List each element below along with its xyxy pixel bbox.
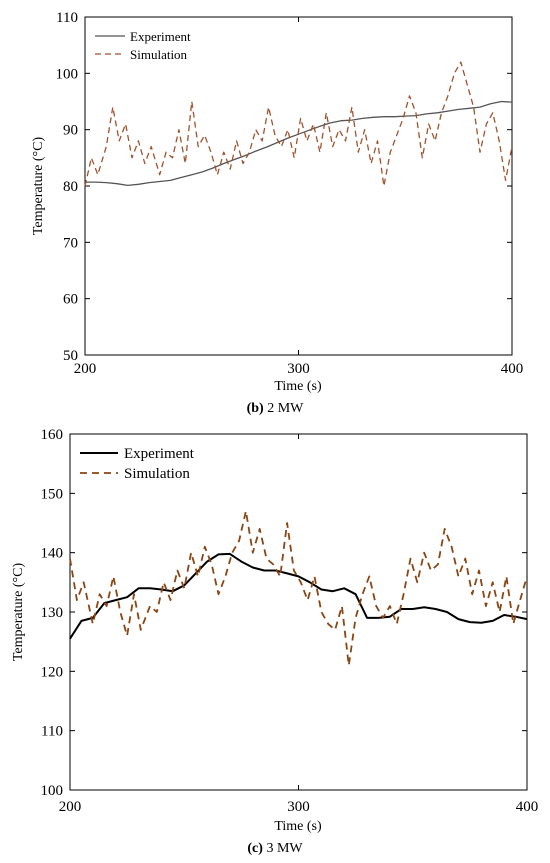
y-ticks: 100 110 120 130 140 150 160: [41, 427, 527, 799]
caption-text: 3 MW: [263, 841, 303, 856]
y-ticks: 50 60 70 80 90 100 110: [56, 10, 512, 364]
y-tick-label: 110: [41, 724, 63, 740]
y-tick-label: 90: [63, 123, 78, 139]
legend: Experiment Simulation: [95, 29, 191, 62]
y-tick-label: 140: [41, 546, 64, 562]
x-axis-label: Time (s): [274, 819, 322, 834]
y-tick-label: 80: [63, 179, 78, 195]
y-tick-label: 130: [41, 605, 64, 621]
y-tick-label: 100: [56, 66, 79, 82]
y-tick-label: 60: [63, 292, 78, 308]
y-tick-label: 100: [41, 783, 64, 799]
y-tick-label: 150: [41, 486, 64, 502]
x-tick-label: 400: [516, 799, 539, 815]
x-ticks: 200 300 400: [74, 17, 524, 377]
y-tick-label: 120: [41, 664, 64, 680]
plot-frame: [84, 16, 513, 356]
legend-label-simulation: Simulation: [130, 47, 188, 62]
legend-label-experiment: Experiment: [130, 29, 191, 44]
x-tick-label: 300: [287, 799, 310, 815]
x-tick-label: 200: [59, 799, 82, 815]
figure-caption: (c) 3 MW: [247, 841, 303, 856]
x-ticks: 200 300 400: [59, 434, 539, 815]
figure-caption: (b) 2 MW: [247, 401, 305, 416]
x-tick-label: 300: [287, 361, 310, 377]
caption-label: (c): [247, 841, 263, 856]
y-axis-label: Temperature (°C): [11, 563, 26, 662]
x-axis-label: Time (s): [274, 379, 322, 394]
y-tick-label: 110: [56, 10, 78, 26]
caption-label: (b): [247, 401, 264, 416]
caption-text: 2 MW: [264, 401, 304, 416]
legend: Experiment Simulation: [80, 446, 195, 482]
chart-2mw: 50 60 70 80 90 100 110 200 300 400 Experiment Si…: [31, 10, 523, 416]
plot-frame: [69, 433, 528, 791]
y-axis-label: Temperature (°C): [31, 137, 46, 236]
y-tick-label: 70: [63, 235, 78, 251]
series-line-simulation: [84, 61, 513, 187]
series-line-experiment: [69, 552, 528, 640]
series-group: [69, 510, 528, 667]
x-tick-label: 400: [501, 361, 524, 377]
y-tick-label: 50: [63, 348, 78, 364]
series-group: [84, 61, 513, 187]
series-line-experiment: [85, 100, 513, 187]
chart-3mw: 100 110 120 130 140 150 160 200 300 400 Experime…: [11, 427, 538, 856]
series-line-simulation: [69, 510, 528, 667]
legend-label-simulation: Simulation: [124, 466, 190, 482]
y-tick-label: 160: [41, 427, 64, 443]
x-tick-label: 200: [74, 361, 97, 377]
legend-label-experiment: Experiment: [124, 446, 195, 462]
